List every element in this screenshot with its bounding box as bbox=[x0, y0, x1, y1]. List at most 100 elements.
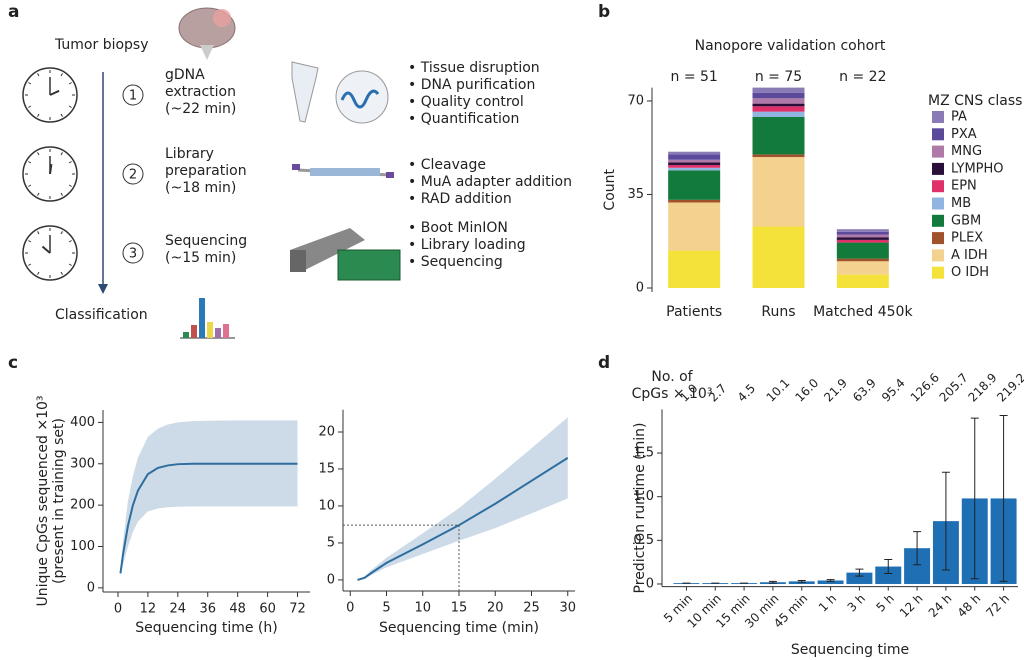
bullet: DNA purification bbox=[408, 77, 536, 94]
x-tick-label: 5 bbox=[382, 601, 390, 616]
bar-segment bbox=[668, 165, 721, 168]
bar-segment bbox=[836, 237, 889, 240]
clock-tick bbox=[60, 231, 63, 235]
x-axis-label: Sequencing time (h) bbox=[135, 620, 277, 636]
y-axis-label: (present in training set) bbox=[51, 418, 67, 584]
x-tick-label: 48 h bbox=[955, 591, 984, 620]
clock-tick bbox=[37, 231, 40, 235]
y-axis-label: Unique CpGs sequenced ×10³ bbox=[35, 395, 51, 606]
clock-hand bbox=[41, 245, 51, 254]
bar-segment bbox=[668, 250, 721, 288]
clock-tick bbox=[68, 82, 72, 85]
bar-segment bbox=[752, 106, 805, 112]
cpg-label: 126.6 bbox=[908, 370, 942, 404]
error-bar bbox=[768, 580, 777, 584]
bullet: Tissue disruption bbox=[408, 60, 540, 77]
line bbox=[357, 457, 569, 581]
x-tick-label: 24 h bbox=[926, 591, 955, 620]
x-tick-label: Patients bbox=[666, 304, 722, 320]
cpg-label: 63.9 bbox=[850, 376, 879, 405]
bar-segment bbox=[668, 170, 721, 200]
y-tick-label: 0.5 bbox=[633, 533, 654, 548]
legend-label: PLEX bbox=[951, 231, 983, 246]
x-tick-label: 30 bbox=[559, 601, 576, 616]
error-bar bbox=[826, 579, 835, 582]
panel-label: a bbox=[8, 2, 20, 22]
cpg-label: 205.7 bbox=[937, 370, 971, 404]
cpg-label: 95.4 bbox=[879, 376, 908, 405]
clock-tick bbox=[60, 192, 63, 196]
clock-tick bbox=[37, 113, 40, 117]
bar-segment bbox=[836, 234, 889, 238]
bullet: Boot MinION bbox=[408, 220, 508, 237]
bar-segment bbox=[752, 98, 805, 104]
line bbox=[119, 462, 298, 574]
step-circle bbox=[122, 163, 144, 185]
panel-label: c bbox=[8, 353, 19, 373]
clock-hand bbox=[49, 89, 60, 96]
x-tick-label: 72 bbox=[289, 602, 306, 617]
y-tick-label: 5 bbox=[327, 535, 335, 550]
x-tick-label: 48 bbox=[229, 602, 246, 617]
legend-swatch bbox=[932, 145, 944, 158]
y-axis-label: Prediction runtime (min) bbox=[632, 423, 648, 594]
x-tick-label: 60 bbox=[259, 602, 276, 617]
legend-swatch bbox=[932, 249, 944, 262]
x-tick-label: 12 h bbox=[897, 591, 926, 620]
step-number: 2 bbox=[129, 168, 137, 183]
y-tick-label: 0 bbox=[327, 572, 335, 587]
bar-segment bbox=[752, 154, 805, 158]
legend-swatch bbox=[932, 180, 944, 193]
step-duration: (~18 min) bbox=[165, 180, 237, 196]
legend-label: EPN bbox=[951, 179, 977, 194]
step-number: 1 bbox=[129, 89, 137, 104]
x-tick-label: 36 bbox=[199, 602, 216, 617]
y-tick-label: 1.5 bbox=[633, 446, 654, 461]
clock-tick bbox=[60, 271, 63, 275]
clock-tick bbox=[37, 192, 40, 196]
error-bar bbox=[970, 417, 979, 580]
bullet: Quality control bbox=[408, 94, 524, 111]
bar-segment bbox=[752, 226, 805, 288]
panel-label: d bbox=[598, 353, 611, 373]
clock-tick bbox=[68, 263, 72, 266]
y-tick-label: 1.0 bbox=[633, 489, 654, 504]
legend-title: MZ CNS class bbox=[928, 93, 1022, 109]
x-tick-label: 25 bbox=[523, 601, 540, 616]
legend-label: MB bbox=[951, 196, 971, 211]
cpg-title: No. of bbox=[651, 369, 693, 385]
bar bbox=[875, 566, 902, 584]
legend-swatch bbox=[932, 266, 944, 279]
bar-segment bbox=[836, 231, 889, 235]
bar-segment bbox=[668, 167, 721, 171]
error-bar bbox=[855, 568, 864, 577]
bar-segment bbox=[668, 151, 721, 155]
error-bar bbox=[941, 471, 950, 571]
y-tick-label: 100 bbox=[70, 539, 95, 554]
source: Tumor biopsy bbox=[55, 37, 149, 53]
x-tick-label: 10 bbox=[414, 601, 431, 616]
y-tick-label: 70 bbox=[627, 93, 644, 108]
x-tick-label: 72 h bbox=[983, 591, 1012, 620]
bullet: Cleavage bbox=[408, 157, 486, 174]
error-bar bbox=[797, 579, 806, 583]
clock-tick bbox=[28, 184, 32, 187]
bullet: MuA adapter addition bbox=[408, 174, 572, 191]
x-tick-label: 12 bbox=[140, 602, 157, 617]
bar-segment bbox=[752, 92, 805, 99]
clock-tick bbox=[37, 271, 40, 275]
y-tick-label: 35 bbox=[627, 187, 644, 202]
cpg-title: CpGs × 10³ bbox=[632, 386, 713, 402]
bullet: Sequencing bbox=[408, 254, 503, 271]
bullet: Library loading bbox=[408, 237, 526, 254]
step-name: Sequencing bbox=[165, 233, 248, 249]
x-tick-label: 24 bbox=[170, 602, 187, 617]
y-tick-label: 400 bbox=[70, 415, 95, 430]
legend-swatch bbox=[932, 197, 944, 210]
bar bbox=[817, 580, 844, 584]
tube-icon bbox=[291, 61, 389, 124]
legend-swatch bbox=[932, 214, 944, 227]
confidence-band bbox=[357, 417, 568, 580]
bar-segment bbox=[836, 258, 889, 262]
clock-tick bbox=[28, 82, 32, 85]
